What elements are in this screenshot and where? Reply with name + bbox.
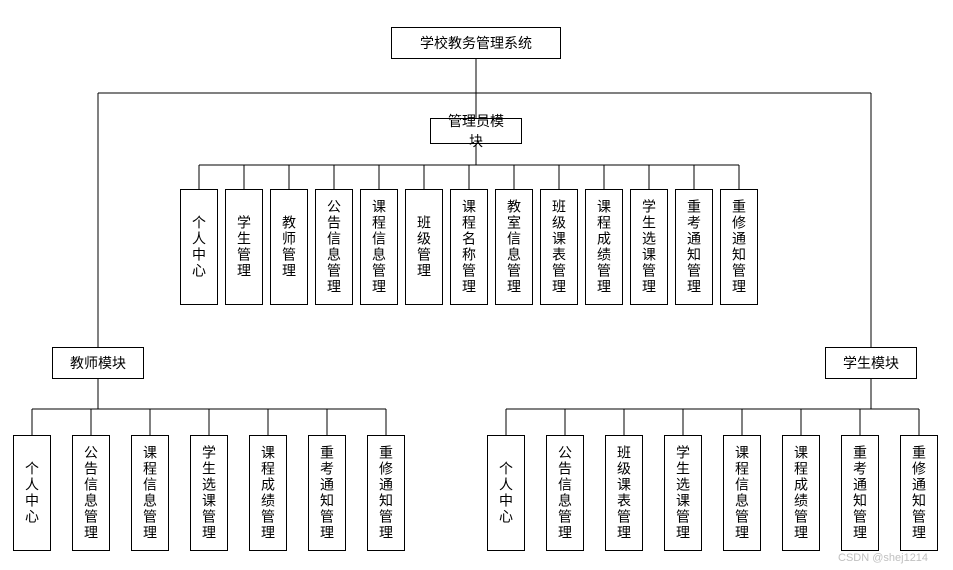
root-node: 学校教务管理系统 (391, 27, 561, 59)
teacher-item-3: 学生选课管理 (190, 435, 228, 551)
admin-item-0: 个人中心 (180, 189, 218, 305)
student-header: 学生模块 (825, 347, 917, 379)
teacher-item-5: 重考通知管理 (308, 435, 346, 551)
admin-item-10: 学生选课管理 (630, 189, 668, 305)
student-item-7: 重修通知管理 (900, 435, 938, 551)
student-item-0: 个人中心 (487, 435, 525, 551)
admin-item-11: 重考通知管理 (675, 189, 713, 305)
teacher-item-6: 重修通知管理 (367, 435, 405, 551)
admin-item-1: 学生管理 (225, 189, 263, 305)
admin-item-5: 班级管理 (405, 189, 443, 305)
admin-item-8: 班级课表管理 (540, 189, 578, 305)
student-item-6: 重考通知管理 (841, 435, 879, 551)
admin-item-7: 教室信息管理 (495, 189, 533, 305)
teacher-header: 教师模块 (52, 347, 144, 379)
admin-item-12: 重修通知管理 (720, 189, 758, 305)
admin-item-2: 教师管理 (270, 189, 308, 305)
teacher-item-1: 公告信息管理 (72, 435, 110, 551)
admin-item-6: 课程名称管理 (450, 189, 488, 305)
admin-item-3: 公告信息管理 (315, 189, 353, 305)
student-item-1: 公告信息管理 (546, 435, 584, 551)
admin-header: 管理员模块 (430, 118, 522, 144)
admin-item-4: 课程信息管理 (360, 189, 398, 305)
student-item-2: 班级课表管理 (605, 435, 643, 551)
teacher-item-4: 课程成绩管理 (249, 435, 287, 551)
watermark: CSDN @shej1214 (838, 552, 928, 564)
admin-item-9: 课程成绩管理 (585, 189, 623, 305)
teacher-item-2: 课程信息管理 (131, 435, 169, 551)
student-item-4: 课程信息管理 (723, 435, 761, 551)
student-item-5: 课程成绩管理 (782, 435, 820, 551)
student-item-3: 学生选课管理 (664, 435, 702, 551)
teacher-item-0: 个人中心 (13, 435, 51, 551)
